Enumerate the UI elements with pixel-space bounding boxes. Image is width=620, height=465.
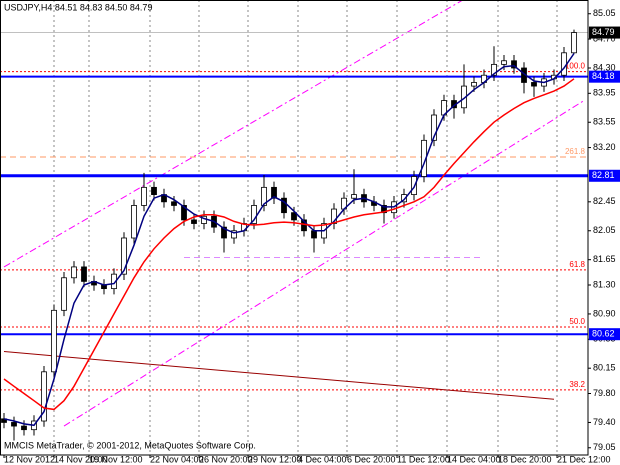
candle-body: [121, 237, 127, 275]
trend-line: [63, 100, 585, 427]
y-tick-label: 81.65: [593, 254, 616, 264]
candle-body: [401, 194, 407, 203]
fib-label: 50.0: [569, 317, 585, 326]
candle-body: [471, 82, 477, 87]
x-tick-label: 29 Nov 12:00: [248, 454, 302, 464]
y-tick-label: 83.95: [593, 88, 616, 98]
candle-body: [281, 197, 287, 214]
candle-body: [261, 186, 267, 206]
y-tick-label: 80.15: [593, 363, 616, 373]
candle-body: [141, 186, 147, 206]
candle-body: [51, 309, 57, 373]
moving-average: [3, 53, 575, 427]
chart-title: USDJPY,H4 84.51 84.83 84.50 84.79: [4, 2, 152, 12]
y-tick-label: 79.80: [593, 388, 616, 398]
candle-body: [171, 201, 177, 206]
y-tick-label: 83.20: [593, 142, 616, 152]
price-box-label: 84.18: [592, 71, 615, 81]
candle-body: [231, 230, 237, 239]
candle-body: [251, 205, 257, 224]
candle-body: [271, 186, 277, 199]
x-tick-label: 22 Nov 04:00: [150, 454, 204, 464]
bid-box-label: 84.79: [592, 27, 615, 37]
y-tick-label: 79.40: [593, 417, 616, 427]
x-tick-label: 14 Dec 04:00: [447, 454, 501, 464]
y-tick-label: 82.45: [593, 196, 616, 206]
footer: MMCIS MetaTrader, © 2001-2012, MetaQuote…: [4, 440, 256, 450]
x-tick-label: 21 Dec 12:00: [557, 454, 611, 464]
candle-body: [191, 219, 197, 224]
price-box-label: 82.81: [592, 170, 615, 180]
y-tick-label: 80.90: [593, 308, 616, 318]
trend-line: [3, 351, 555, 400]
fib-label: 61.8: [569, 260, 585, 269]
candle-body: [291, 212, 297, 221]
candle-body: [381, 205, 387, 214]
x-tick-label: 6 Dec 20:00: [347, 454, 396, 464]
candle-body: [41, 371, 47, 422]
fib-label: 38.2: [569, 380, 585, 389]
candle-body: [181, 205, 187, 221]
candle-body: [311, 230, 317, 239]
candle-body: [431, 114, 437, 141]
y-tick-label: 83.55: [593, 117, 616, 127]
x-tick-label: 19 Nov 12:00: [89, 454, 143, 464]
candle-body: [21, 425, 27, 431]
candle-body: [11, 422, 17, 427]
candle-body: [571, 32, 577, 54]
x-tick-label: 26 Nov 20:00: [199, 454, 253, 464]
x-tick-label: 14 Nov 20:00: [54, 454, 108, 464]
y-tick-label: 79.05: [593, 442, 616, 452]
candle-body: [81, 266, 87, 282]
candle-body: [71, 266, 77, 279]
price-box-label: 80.62: [592, 329, 615, 339]
candle-body: [491, 63, 497, 76]
plot-frame: [0, 0, 589, 456]
trend-line: [3, 0, 464, 268]
y-tick-label: 82.05: [593, 225, 616, 235]
fib-label: 100.0: [565, 62, 586, 71]
plot-area: 100.0 261.8 61.8 50.0 38.2: [0, 0, 588, 455]
candle-body: [351, 194, 357, 199]
x-tick-label: 18 Dec 20:00: [498, 454, 552, 464]
price-box: [589, 70, 620, 83]
bid-box: [589, 26, 620, 39]
y-tick-label: 84.30: [593, 62, 616, 72]
y-tick-label: 81.30: [593, 279, 616, 289]
moving-average: [3, 78, 575, 411]
candle-body: [531, 82, 537, 87]
price-box: [589, 169, 620, 182]
candle-body: [151, 186, 157, 195]
candle-body: [561, 52, 567, 76]
candle-body: [131, 205, 137, 239]
x-tick-label: 4 Dec 04:00: [298, 454, 347, 464]
candle-body: [501, 60, 507, 65]
x-tick-label: 12 Nov 2012: [4, 454, 55, 464]
y-tick-label: 85.05: [593, 8, 616, 18]
candle-body: [511, 60, 517, 69]
candle-body: [61, 277, 67, 311]
x-tick-label: 11 Dec 12:00: [397, 454, 450, 464]
fib-label: 261.8: [565, 147, 586, 156]
candle-body: [221, 226, 227, 239]
price-box: [589, 328, 620, 341]
